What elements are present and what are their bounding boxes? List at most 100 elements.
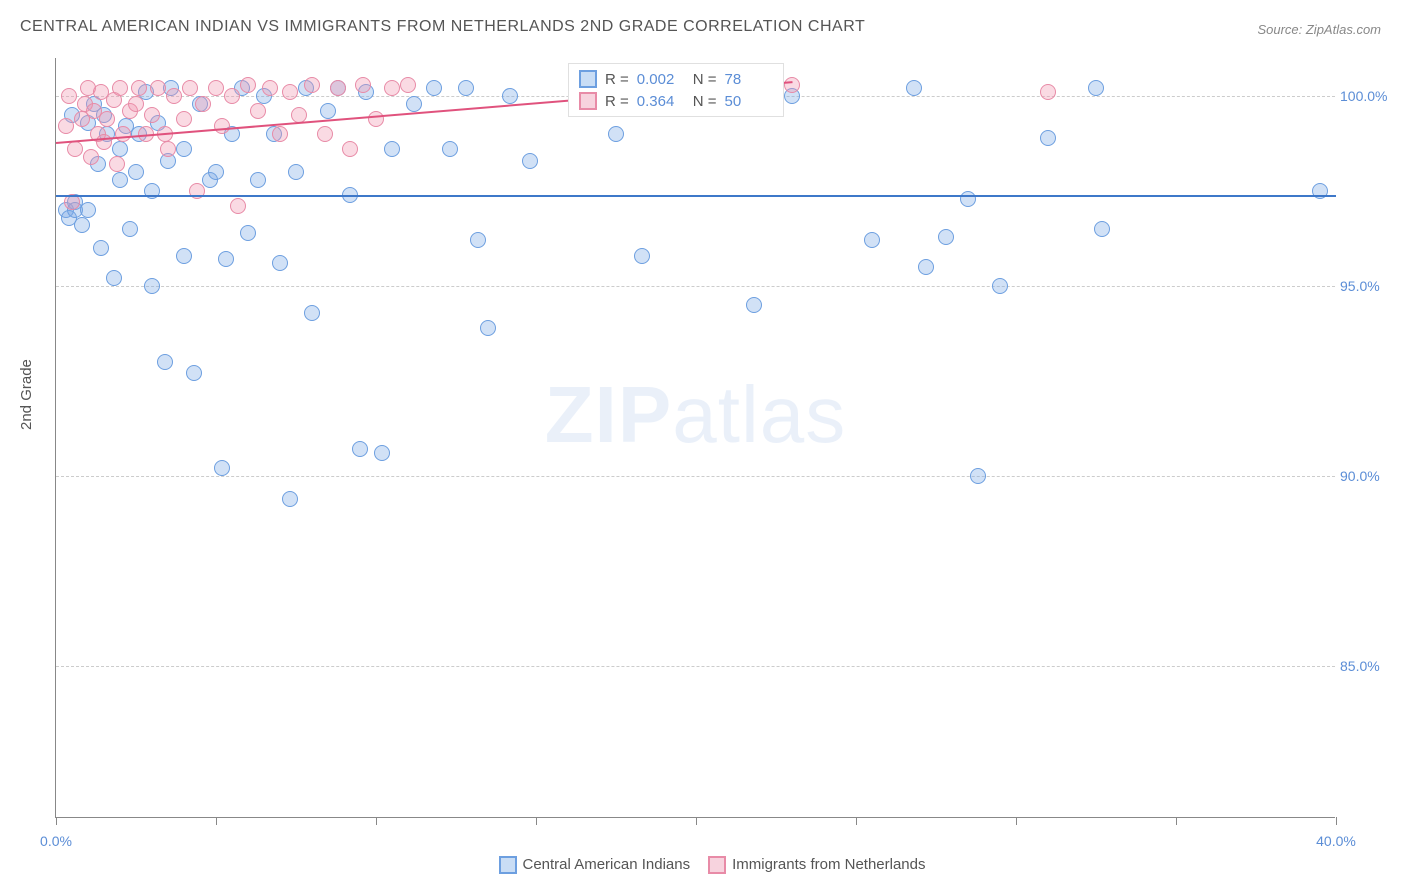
data-point (426, 80, 442, 96)
gridline (56, 666, 1335, 667)
y-tick-label: 90.0% (1340, 468, 1395, 484)
legend-swatch (708, 856, 726, 874)
data-point (522, 153, 538, 169)
legend-swatch (579, 70, 597, 88)
data-point (784, 77, 800, 93)
data-point (502, 88, 518, 104)
data-point (746, 297, 762, 313)
data-point (214, 460, 230, 476)
data-point (83, 149, 99, 165)
bottom-legend: Central American Indians Immigrants from … (0, 856, 1406, 874)
stat-r-label: R = (605, 93, 629, 110)
data-point (480, 320, 496, 336)
data-point (112, 80, 128, 96)
data-point (128, 164, 144, 180)
stats-box: R =0.002N =78 R = 0.364 N = 50 (568, 63, 784, 117)
stat-n-value: 78 (725, 71, 773, 88)
data-point (144, 107, 160, 123)
data-point (262, 80, 278, 96)
data-point (282, 84, 298, 100)
data-point (272, 126, 288, 142)
data-point (406, 96, 422, 112)
data-point (61, 88, 77, 104)
data-point (58, 118, 74, 134)
x-tick (56, 817, 57, 825)
data-point (186, 365, 202, 381)
data-point (342, 141, 358, 157)
x-tick (1336, 817, 1337, 825)
data-point (74, 217, 90, 233)
data-point (918, 259, 934, 275)
data-point (106, 270, 122, 286)
data-point (240, 77, 256, 93)
data-point (218, 251, 234, 267)
plot-area: ZIPatlas 85.0%90.0%95.0%100.0%0.0%40.0% (55, 58, 1335, 818)
data-point (176, 111, 192, 127)
data-point (970, 468, 986, 484)
data-point (992, 278, 1008, 294)
data-point (214, 118, 230, 134)
x-tick-label: 40.0% (1316, 833, 1356, 849)
data-point (442, 141, 458, 157)
data-point (208, 164, 224, 180)
y-tick-label: 100.0% (1340, 88, 1395, 104)
x-tick (536, 817, 537, 825)
legend-label: Central American Indians (523, 856, 691, 873)
watermark: ZIPatlas (545, 369, 846, 461)
data-point (80, 202, 96, 218)
legend-swatch (499, 856, 517, 874)
data-point (1094, 221, 1110, 237)
data-point (906, 80, 922, 96)
data-point (634, 248, 650, 264)
data-point (1040, 130, 1056, 146)
data-point (320, 103, 336, 119)
x-tick (696, 817, 697, 825)
data-point (67, 141, 83, 157)
data-point (96, 134, 112, 150)
gridline (56, 286, 1335, 287)
data-point (195, 96, 211, 112)
data-point (384, 141, 400, 157)
data-point (282, 491, 298, 507)
data-point (115, 126, 131, 142)
source-label: Source: ZipAtlas.com (1257, 22, 1381, 37)
stat-r-value: 0.364 (637, 93, 685, 110)
data-point (608, 126, 624, 142)
data-point (272, 255, 288, 271)
data-point (112, 141, 128, 157)
legend-label: Immigrants from Netherlands (732, 856, 925, 873)
legend-swatch (579, 92, 597, 110)
data-point (938, 229, 954, 245)
stat-r-value: 0.002 (637, 71, 685, 88)
data-point (374, 445, 390, 461)
data-point (352, 441, 368, 457)
data-point (1040, 84, 1056, 100)
data-point (99, 111, 115, 127)
data-point (131, 80, 147, 96)
data-point (240, 225, 256, 241)
y-tick-label: 95.0% (1340, 278, 1395, 294)
data-point (317, 126, 333, 142)
data-point (355, 77, 371, 93)
data-point (400, 77, 416, 93)
x-tick-label: 0.0% (40, 833, 72, 849)
data-point (176, 248, 192, 264)
data-point (250, 103, 266, 119)
data-point (112, 172, 128, 188)
trend-line (56, 195, 1336, 197)
data-point (224, 88, 240, 104)
data-point (128, 96, 144, 112)
data-point (182, 80, 198, 96)
stats-row: R = 0.364 N = 50 (579, 90, 773, 112)
data-point (208, 80, 224, 96)
data-point (122, 221, 138, 237)
data-point (157, 354, 173, 370)
stats-row: R =0.002N =78 (579, 68, 773, 90)
data-point (864, 232, 880, 248)
y-tick-label: 85.0% (1340, 658, 1395, 674)
x-tick (1176, 817, 1177, 825)
data-point (470, 232, 486, 248)
stat-n-label: N = (693, 93, 717, 110)
stat-n-value: 50 (725, 93, 773, 110)
data-point (960, 191, 976, 207)
